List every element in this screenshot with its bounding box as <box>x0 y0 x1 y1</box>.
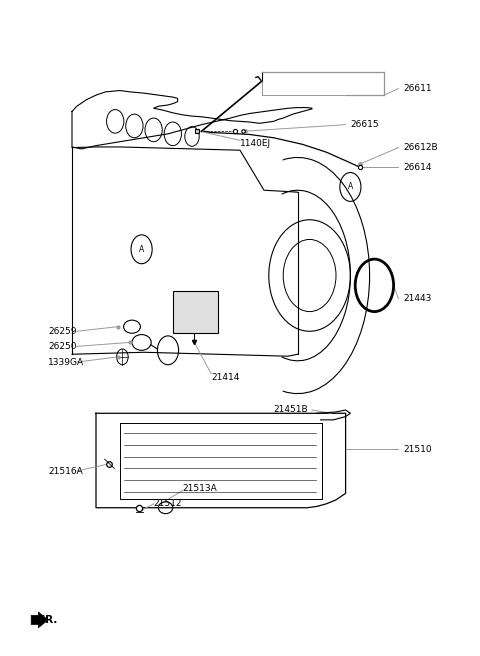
Text: 21516A: 21516A <box>48 466 83 476</box>
Text: 26612B: 26612B <box>403 143 438 152</box>
Bar <box>173 291 218 333</box>
Text: 21512: 21512 <box>154 499 182 508</box>
Text: 26259: 26259 <box>48 327 76 336</box>
Text: 21443: 21443 <box>403 294 432 303</box>
Text: 21414: 21414 <box>211 373 240 382</box>
Text: 21510: 21510 <box>403 445 432 454</box>
Text: 26615: 26615 <box>350 120 379 129</box>
Text: A: A <box>348 182 353 192</box>
Text: FR.: FR. <box>38 615 58 625</box>
Text: 26250: 26250 <box>48 342 76 351</box>
Text: A: A <box>139 245 144 254</box>
Text: 26614: 26614 <box>403 163 432 172</box>
Text: 1140EJ: 1140EJ <box>240 138 271 148</box>
Text: 1339GA: 1339GA <box>48 358 84 367</box>
Text: 21451B: 21451B <box>274 405 308 415</box>
Text: 26611: 26611 <box>403 84 432 93</box>
Text: 21513A: 21513A <box>182 484 217 493</box>
Polygon shape <box>31 612 48 628</box>
